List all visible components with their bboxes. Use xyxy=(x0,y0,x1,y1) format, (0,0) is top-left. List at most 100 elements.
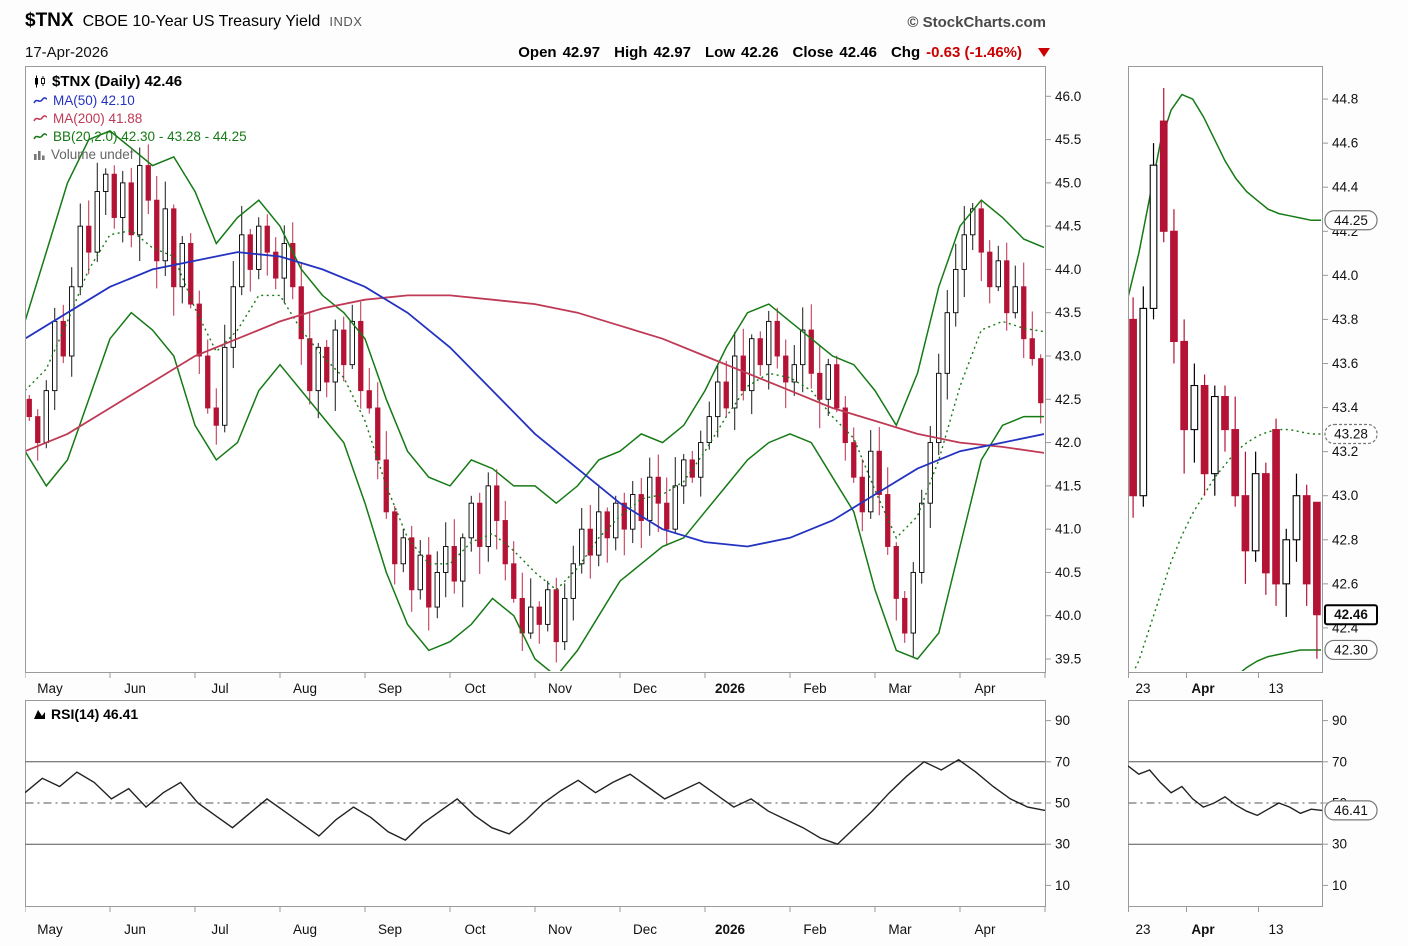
quote-close: Close 42.46 xyxy=(792,44,877,61)
svg-text:43.0: 43.0 xyxy=(1332,488,1358,503)
down-arrow-icon xyxy=(1038,48,1050,57)
svg-text:23: 23 xyxy=(1135,681,1150,696)
svg-text:Nov: Nov xyxy=(548,681,572,696)
svg-text:40.5: 40.5 xyxy=(1055,565,1081,580)
zoom-candles xyxy=(1129,88,1321,659)
rsi-line xyxy=(25,758,1046,846)
svg-text:Feb: Feb xyxy=(803,922,826,937)
svg-text:43.4: 43.4 xyxy=(1332,400,1359,415)
svg-text:50: 50 xyxy=(1055,796,1070,811)
ma200-line xyxy=(26,294,1044,454)
svg-text:Nov: Nov xyxy=(548,922,572,937)
svg-text:May: May xyxy=(37,681,63,696)
svg-text:Mar: Mar xyxy=(888,681,912,696)
candlestick-icon xyxy=(33,75,47,88)
chart-date: 17-Apr-2026 xyxy=(25,44,109,61)
rsi-y-axis: 90 70 50 30 10 xyxy=(1045,713,1070,893)
svg-text:41.0: 41.0 xyxy=(1055,522,1081,537)
svg-text:10: 10 xyxy=(1055,878,1070,893)
svg-text:43.2: 43.2 xyxy=(1332,444,1358,459)
rsi-legend-label: RSI(14) 46.41 xyxy=(51,706,139,722)
svg-text:90: 90 xyxy=(1055,713,1070,728)
svg-text:42.30: 42.30 xyxy=(1334,642,1368,657)
svg-text:Aug: Aug xyxy=(293,681,317,696)
main-plot-border xyxy=(25,66,1046,673)
zoom-plot-layers xyxy=(1129,88,1321,671)
svg-text:43.8: 43.8 xyxy=(1332,312,1358,327)
svg-text:Apr: Apr xyxy=(974,681,996,696)
main-price-chart: 46.0 45.5 45.0 44.5 44.0 43.5 43.0 42.5 42.0 41.5… xyxy=(25,66,1100,698)
svg-text:Dec: Dec xyxy=(633,922,657,937)
svg-text:44.6: 44.6 xyxy=(1332,136,1358,151)
rsi-x-axis: May Jun Jul Aug Sep Oct Nov Dec 2026 Feb Mar Apr xyxy=(25,906,1046,937)
svg-text:42.0: 42.0 xyxy=(1055,435,1081,450)
zoom-bb-lower-line xyxy=(1241,649,1321,671)
svg-text:Jul: Jul xyxy=(211,922,228,937)
stockcharts-watermark: © StockCharts.com xyxy=(907,14,1046,31)
svg-text:39.5: 39.5 xyxy=(1055,652,1081,667)
svg-text:13: 13 xyxy=(1268,681,1283,696)
rsi-icon xyxy=(33,709,46,720)
svg-text:44.5: 44.5 xyxy=(1055,219,1081,234)
svg-text:44.0: 44.0 xyxy=(1055,262,1081,277)
svg-text:46.0: 46.0 xyxy=(1055,89,1081,104)
svg-text:Jun: Jun xyxy=(124,922,146,937)
quote-low: Low 42.26 xyxy=(705,44,779,61)
svg-text:2026: 2026 xyxy=(715,681,746,696)
svg-text:45.5: 45.5 xyxy=(1055,132,1081,147)
instrument-name: CBOE 10-Year US Treasury Yield xyxy=(82,13,321,30)
svg-text:Apr: Apr xyxy=(1191,922,1215,937)
quote-open: Open 42.97 xyxy=(518,44,601,61)
svg-text:44.25: 44.25 xyxy=(1334,213,1368,228)
svg-text:44.0: 44.0 xyxy=(1332,268,1358,283)
svg-text:Aug: Aug xyxy=(293,922,317,937)
panel-zoom: 44.8 44.6 44.4 44.2 44.0 43.8 43.6 43.4 43.2 43.0… xyxy=(1128,66,1390,698)
svg-text:30: 30 xyxy=(1332,837,1347,852)
quote-summary: Open 42.97 High 42.97 Low 42.26 Close 42.46 … xyxy=(518,44,1050,61)
svg-text:Sep: Sep xyxy=(378,922,402,937)
svg-text:42.46: 42.46 xyxy=(1334,607,1368,622)
svg-text:42.8: 42.8 xyxy=(1332,532,1358,547)
ma50-line xyxy=(26,251,1044,548)
svg-text:70: 70 xyxy=(1332,754,1347,769)
legend-item: MA(200) 41.88 xyxy=(33,111,247,126)
svg-text:2026: 2026 xyxy=(715,922,746,937)
svg-text:Apr: Apr xyxy=(974,922,996,937)
svg-text:30: 30 xyxy=(1055,837,1070,852)
zoom-bb-mid-line xyxy=(1133,428,1321,671)
svg-text:42.6: 42.6 xyxy=(1332,576,1358,591)
svg-text:Jul: Jul xyxy=(211,681,228,696)
svg-text:23: 23 xyxy=(1135,922,1150,937)
legend-label: MA(50) 42.10 xyxy=(53,93,135,108)
legend-label: $TNX (Daily) 42.46 xyxy=(52,73,183,90)
legend-label: Volume undef xyxy=(51,147,134,162)
svg-text:44.8: 44.8 xyxy=(1332,92,1358,107)
rsi-zoom-x-axis: 23 Apr 13 xyxy=(1128,906,1284,937)
svg-text:Oct: Oct xyxy=(464,681,485,696)
exchange-tag: INDX xyxy=(329,14,363,29)
panel-main: $TNX (Daily) 42.46 MA(50) 42.10 MA(200) 41… xyxy=(25,66,1100,698)
svg-text:45.0: 45.0 xyxy=(1055,175,1081,190)
panel-rsi: RSI(14) 46.41 90 70 50 30 10 May Jun Jul Aug Sep O… xyxy=(25,700,1100,942)
legend-item: BB(20,2.0) 42.30 - 43.28 - 44.25 xyxy=(33,129,247,144)
bb-upper-line xyxy=(26,130,1044,505)
quote-high: High 42.97 xyxy=(614,44,691,61)
svg-text:41.5: 41.5 xyxy=(1055,478,1081,493)
svg-text:Jun: Jun xyxy=(124,681,146,696)
main-plot-layers xyxy=(26,130,1044,671)
bb-lower-line xyxy=(26,311,1044,671)
zoom-y-axis: 44.844.644.444.244.043.843.643.443.243.0… xyxy=(1322,92,1359,635)
price-callout xyxy=(1324,210,1378,231)
svg-text:Feb: Feb xyxy=(803,681,826,696)
price-callout xyxy=(1324,604,1378,626)
candles xyxy=(26,144,1044,663)
svg-text:Oct: Oct xyxy=(464,922,485,937)
svg-text:Sep: Sep xyxy=(378,681,402,696)
zoom-x-axis: 23 Apr 13 xyxy=(1128,672,1284,696)
svg-text:43.28: 43.28 xyxy=(1334,427,1368,442)
main-x-axis: May Jun Jul Aug Sep Oct Nov Dec 2026 Feb Mar Apr xyxy=(25,672,1046,696)
svg-text:42.5: 42.5 xyxy=(1055,392,1081,407)
